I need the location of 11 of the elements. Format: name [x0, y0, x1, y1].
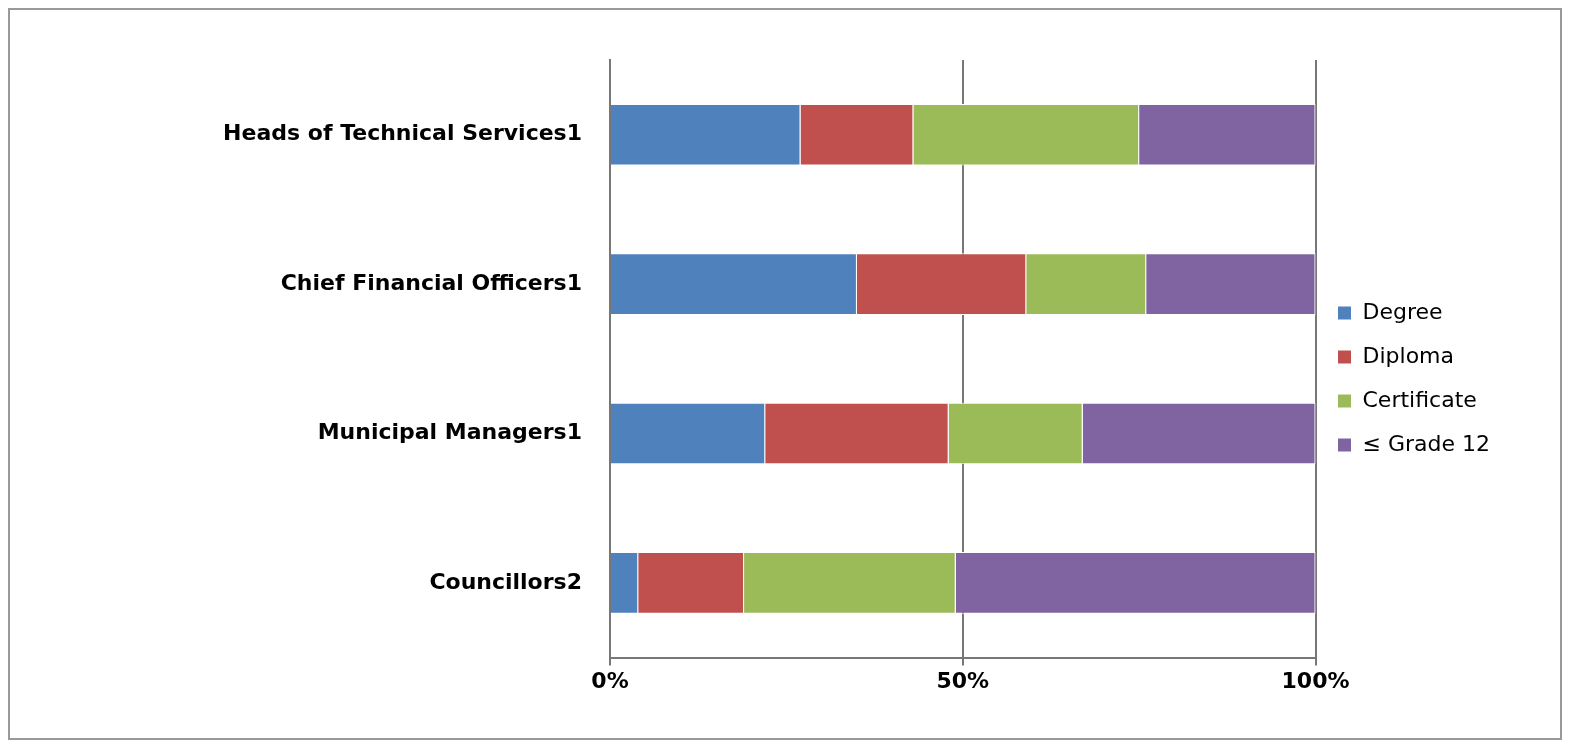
legend-label: Certificate [1362, 386, 1477, 412]
legend-label: ≤ Grade 12 [1362, 430, 1491, 456]
y-tick-label: Heads of Technical Services1 [223, 120, 582, 146]
legend-label: Degree [1362, 298, 1443, 324]
y-tick-label: Chief Financial Officers1 [280, 269, 582, 295]
x-tick-label: 0% [591, 667, 629, 693]
x-tick-label: 50% [936, 667, 990, 693]
legend-label: Diploma [1362, 342, 1455, 368]
x-tick-label: 100% [1281, 667, 1350, 693]
y-tick-label: Councillors2 [429, 568, 582, 594]
y-tick-label: Municipal Managers1 [317, 419, 582, 445]
